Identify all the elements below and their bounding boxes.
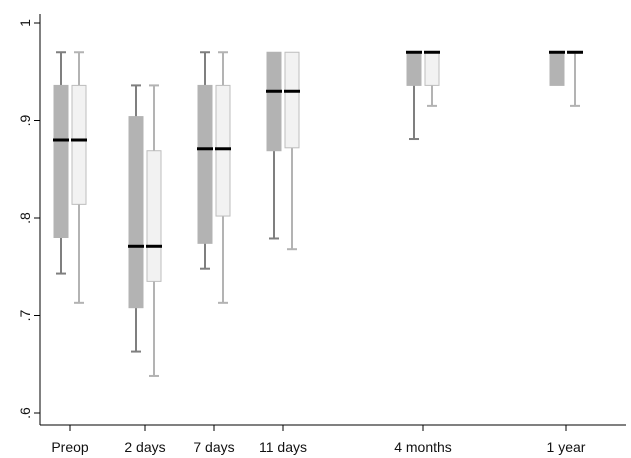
y-axis-ticks: .6 .7 .8 .9 1 [17, 19, 40, 419]
box-light [567, 50, 583, 107]
box-light [215, 51, 231, 304]
box-dark [266, 51, 282, 240]
box-iqr [424, 51, 440, 86]
box-iqr [197, 84, 213, 244]
x-tick-label: 4 months [394, 439, 452, 455]
box-iqr [53, 84, 69, 239]
box-light [146, 84, 162, 377]
box-iqr [406, 51, 422, 86]
x-tick-label: 2 days [124, 439, 165, 455]
plot-area [40, 14, 626, 425]
box-iqr [215, 84, 231, 217]
box-iqr [71, 84, 87, 205]
box-dark [406, 50, 422, 141]
box-light [424, 50, 440, 107]
x-tick-label: 11 days [259, 439, 307, 455]
box-dark [53, 51, 69, 275]
x-tick-label: 7 days [193, 439, 234, 455]
box-dark [549, 50, 565, 86]
x-axis-ticks: Preop 2 days 7 days 11 days 4 months 1 year [51, 425, 586, 455]
y-tick-label: .8 [17, 212, 33, 224]
y-tick-label: .6 [17, 407, 33, 419]
y-tick-label: .7 [17, 309, 33, 321]
y-tick-label: .9 [17, 114, 33, 126]
box-iqr [146, 150, 162, 282]
box-light [284, 51, 300, 251]
y-tick-label: 1 [17, 19, 33, 27]
box-iqr [128, 116, 144, 309]
x-tick-label: 1 year [547, 439, 586, 455]
box-series-group [53, 50, 583, 377]
box-iqr [549, 51, 565, 86]
box-iqr [284, 51, 300, 149]
box-dark [197, 51, 213, 270]
box-iqr [266, 51, 282, 152]
x-tick-label: Preop [51, 439, 89, 455]
box-light [71, 51, 87, 304]
box-dark [128, 84, 144, 353]
